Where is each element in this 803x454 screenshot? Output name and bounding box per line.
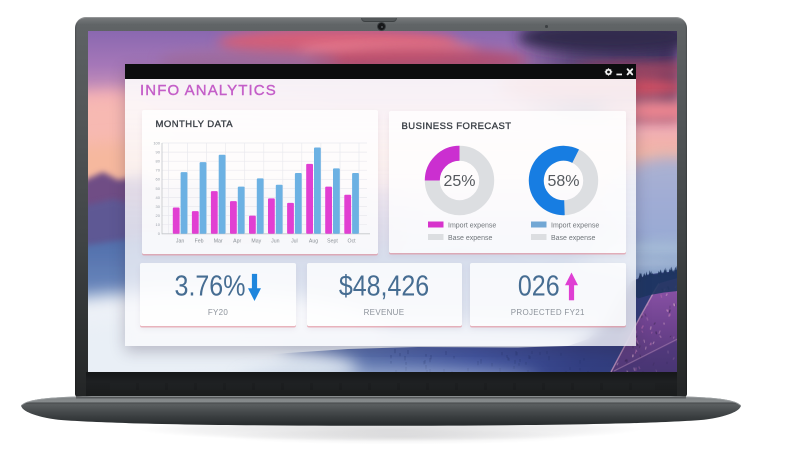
- svg-text:30: 30: [155, 204, 160, 209]
- svg-text:Jun: Jun: [271, 239, 279, 245]
- svg-text:10: 10: [155, 222, 160, 227]
- svg-text:Base expense: Base expense: [551, 235, 595, 242]
- svg-text:60: 60: [155, 177, 160, 182]
- svg-text:40: 40: [155, 195, 160, 200]
- svg-text:50: 50: [155, 186, 160, 191]
- svg-text:Apr: Apr: [233, 239, 241, 245]
- svg-text:90: 90: [155, 150, 160, 155]
- svg-text:Aug: Aug: [308, 239, 317, 245]
- svg-text:58%: 58%: [547, 173, 579, 190]
- svg-text:25%: 25%: [443, 173, 475, 190]
- svg-text:20: 20: [155, 213, 160, 218]
- svg-text:May: May: [251, 239, 261, 245]
- svg-text:0: 0: [157, 231, 160, 236]
- svg-text:80: 80: [155, 159, 160, 164]
- svg-text:Import expense: Import expense: [551, 222, 599, 229]
- svg-text:Jan: Jan: [175, 239, 183, 245]
- svg-text:Import expense: Import expense: [448, 222, 496, 229]
- svg-text:Sept: Sept: [327, 239, 338, 245]
- svg-text:Feb: Feb: [194, 239, 203, 245]
- svg-text:Base expense: Base expense: [448, 235, 492, 242]
- svg-text:70: 70: [155, 168, 160, 173]
- svg-text:100: 100: [153, 140, 160, 145]
- svg-text:Mar: Mar: [213, 239, 222, 245]
- svg-text:Oct: Oct: [347, 239, 356, 245]
- svg-text:Jul: Jul: [291, 239, 298, 245]
